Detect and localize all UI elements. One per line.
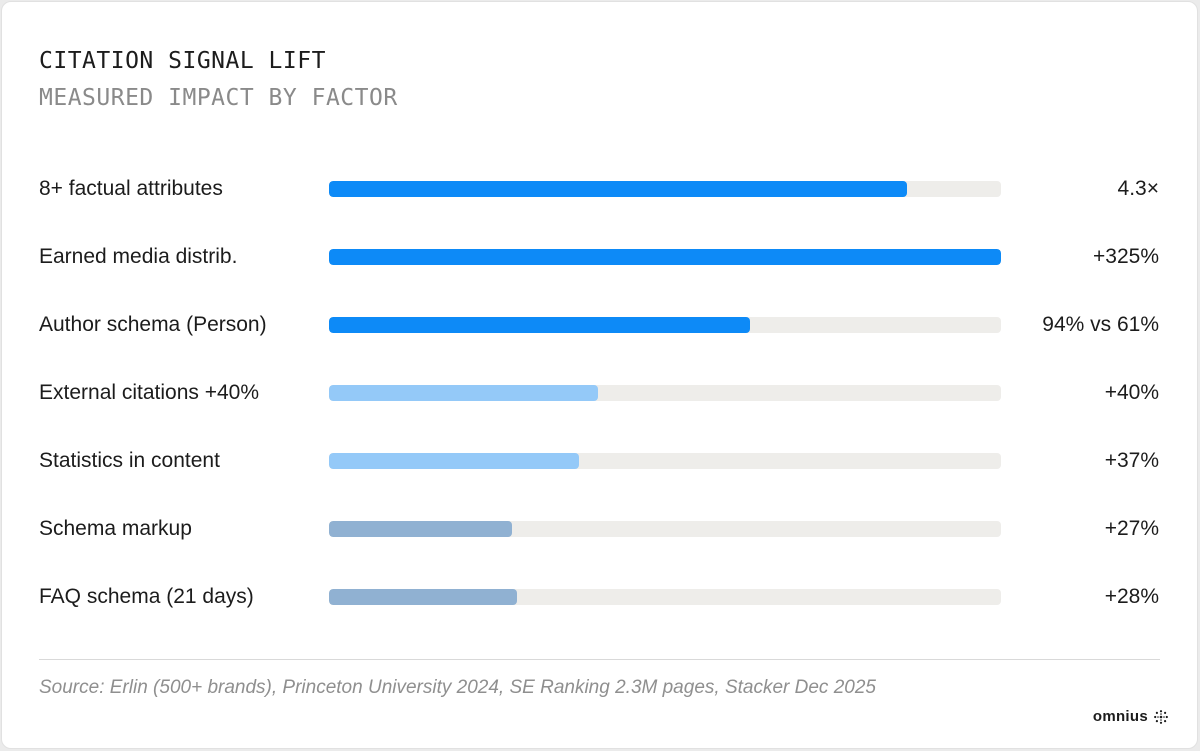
bar-value-label: +28% bbox=[1104, 585, 1159, 608]
bar-value-label: +325% bbox=[1093, 245, 1159, 268]
bar-label: 8+ factual attributes bbox=[39, 177, 223, 200]
bar-track bbox=[329, 249, 1001, 265]
bar-track bbox=[329, 453, 1001, 469]
brand-name: omnius bbox=[1092, 708, 1148, 725]
chart-title: CITATION SIGNAL LIFT bbox=[39, 48, 326, 74]
bar-fill bbox=[329, 521, 512, 537]
bar-label: Schema markup bbox=[39, 517, 192, 540]
brand-logo: omnius bbox=[1093, 708, 1169, 725]
bar-value-label: +27% bbox=[1104, 517, 1159, 540]
bar-value-label: +37% bbox=[1104, 449, 1159, 472]
bar-label: Earned media distrib. bbox=[39, 245, 238, 268]
sunburst-icon bbox=[1154, 709, 1168, 724]
bar-track bbox=[329, 521, 1001, 537]
bar-fill bbox=[329, 181, 907, 197]
bar-track bbox=[329, 317, 1001, 333]
bar-value-label: 4.3× bbox=[1117, 177, 1159, 200]
bar-label: Statistics in content bbox=[39, 449, 220, 472]
source-note: Source: Erlin (500+ brands), Princeton U… bbox=[39, 677, 876, 698]
footer-divider bbox=[39, 659, 1160, 660]
bar-row: FAQ schema (21 days) +28% bbox=[0, 577, 1200, 617]
chart-subtitle: MEASURED IMPACT BY FACTOR bbox=[39, 85, 398, 111]
bar-label: FAQ schema (21 days) bbox=[39, 585, 254, 608]
bar-fill bbox=[329, 589, 518, 605]
bar-label: Author schema (Person) bbox=[39, 313, 267, 336]
bar-fill bbox=[329, 385, 598, 401]
bar-row: Statistics in content +37% bbox=[0, 441, 1200, 481]
bar-track bbox=[329, 589, 1001, 605]
bar-row: Earned media distrib. +325% bbox=[0, 237, 1200, 277]
bar-row: Schema markup +27% bbox=[0, 509, 1200, 549]
bar-track bbox=[329, 385, 1001, 401]
bar-value-label: 94% vs 61% bbox=[1042, 313, 1159, 336]
bar-row: External citations +40% +40% bbox=[0, 373, 1200, 413]
bar-row: Author schema (Person) 94% vs 61% bbox=[0, 305, 1200, 345]
bar-fill bbox=[329, 453, 579, 469]
bar-fill bbox=[329, 317, 751, 333]
bar-value-label: +40% bbox=[1104, 381, 1159, 404]
bar-track bbox=[329, 181, 1001, 197]
bar-label: External citations +40% bbox=[39, 381, 260, 404]
bar-row: 8+ factual attributes 4.3× bbox=[0, 169, 1200, 209]
bar-fill bbox=[329, 249, 1001, 265]
